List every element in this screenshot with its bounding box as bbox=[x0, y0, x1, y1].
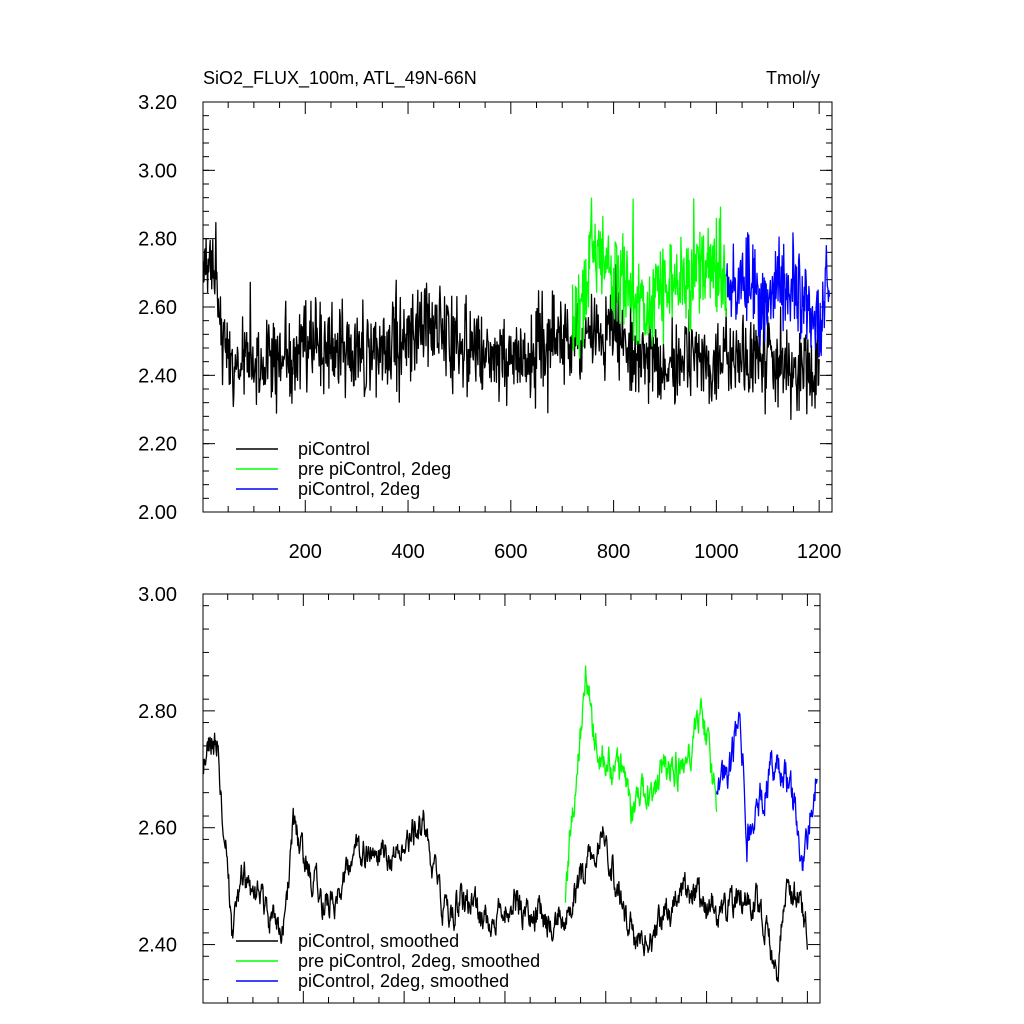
y-tick-label: 2.20 bbox=[138, 434, 177, 456]
bottom-chart-ticks bbox=[203, 593, 820, 1004]
y-tick-label: 3.20 bbox=[138, 92, 177, 114]
bottom-chart-frame bbox=[202, 593, 821, 1004]
y-tick-label: 2.40 bbox=[138, 365, 177, 387]
series-line-picontrol bbox=[203, 222, 820, 420]
x-tick-label: 800 bbox=[597, 541, 630, 563]
y-tick-label: 2.60 bbox=[138, 818, 177, 840]
x-tick-label: 600 bbox=[494, 541, 527, 563]
x-tick-label: 400 bbox=[391, 541, 424, 563]
x-tick-label: 1000 bbox=[694, 541, 739, 563]
y-tick-label: 3.00 bbox=[138, 584, 177, 606]
bottom-chart-series bbox=[203, 665, 819, 983]
y-tick-label: 2.00 bbox=[138, 502, 177, 524]
top-chart-panel: SiO2_FLUX_100m, ATL_49N-66N Tmol/y 2.00 … bbox=[138, 68, 841, 563]
top-chart-series bbox=[203, 197, 831, 420]
top-chart-y-tick-labels: 2.00 2.20 2.40 2.60 2.80 3.00 3.20 bbox=[138, 92, 177, 524]
bottom-chart-panel: 2.40 2.60 2.80 3.00 piControl, smoothed … bbox=[138, 584, 821, 1004]
legend-label-picontrol: piControl bbox=[298, 439, 370, 459]
series-line-pre-picontrol-2deg-smoothed bbox=[564, 665, 718, 903]
series-line-pre-picontrol-2deg bbox=[571, 197, 728, 359]
top-chart-x-tick-labels: 200 400 600 800 1000 1200 bbox=[289, 541, 842, 563]
series-line-picontrol-2deg-smoothed bbox=[716, 711, 819, 872]
x-tick-label: 200 bbox=[289, 541, 322, 563]
top-chart-title: SiO2_FLUX_100m, ATL_49N-66N bbox=[203, 68, 477, 89]
legend-label-pre-picontrol-2deg: pre piControl, 2deg bbox=[298, 459, 451, 479]
top-chart-legend: piControl pre piControl, 2deg piControl,… bbox=[236, 439, 451, 499]
top-chart-frame bbox=[202, 101, 833, 513]
top-chart-units: Tmol/y bbox=[766, 68, 820, 88]
legend-label-pre-picontrol-2deg-smoothed: pre piControl, 2deg, smoothed bbox=[298, 951, 540, 971]
bottom-chart-y-tick-labels: 2.40 2.60 2.80 3.00 bbox=[138, 584, 177, 957]
legend-label-picontrol-2deg: piControl, 2deg bbox=[298, 479, 420, 499]
y-tick-label: 2.60 bbox=[138, 297, 177, 319]
y-tick-label: 2.80 bbox=[138, 229, 177, 251]
y-tick-label: 2.80 bbox=[138, 701, 177, 723]
legend-label-picontrol-2deg-smoothed: piControl, 2deg, smoothed bbox=[298, 971, 509, 991]
y-tick-label: 3.00 bbox=[138, 160, 177, 182]
x-tick-label: 1200 bbox=[797, 541, 842, 563]
y-tick-label: 2.40 bbox=[138, 935, 177, 957]
series-line-picontrol-2deg bbox=[726, 232, 831, 358]
bottom-chart-legend: piControl, smoothed pre piControl, 2deg,… bbox=[236, 931, 540, 991]
legend-label-picontrol-smoothed: piControl, smoothed bbox=[298, 931, 459, 951]
series-line-picontrol-smoothed bbox=[203, 732, 809, 983]
